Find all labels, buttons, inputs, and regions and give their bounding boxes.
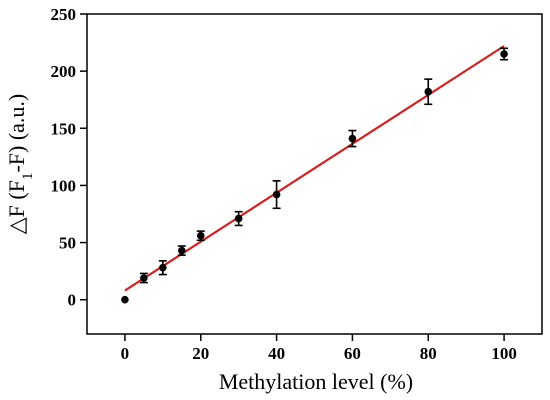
y-axis-title-symbol: △ <box>4 217 29 234</box>
data-point <box>424 87 433 96</box>
x-tick-label: 80 <box>420 344 437 363</box>
x-tick-label: 0 <box>121 344 130 363</box>
y-axis-title-tail: -F) (a.u.) <box>4 94 29 173</box>
data-point <box>234 214 243 223</box>
y-ticks: 0 50 100 150 200 250 <box>51 5 87 310</box>
data-layer <box>121 47 509 304</box>
data-point <box>140 274 148 282</box>
data-point <box>272 190 281 199</box>
data-point <box>196 231 205 240</box>
plot-frame <box>86 13 543 335</box>
data-point <box>348 134 357 143</box>
x-tick-label: 20 <box>192 344 209 363</box>
axes <box>86 13 543 335</box>
x-tick-label: 60 <box>344 344 361 363</box>
y-tick-label: 50 <box>59 234 76 253</box>
y-axis-title-subscript: 1 <box>20 173 36 181</box>
y-tick-label: 200 <box>51 62 77 81</box>
data-point <box>177 246 186 255</box>
data-point <box>159 263 167 272</box>
x-tick-label: 100 <box>491 344 517 363</box>
fit-line-layer <box>124 45 505 292</box>
fit-line <box>124 45 505 292</box>
y-axis-title: △F (F1-F) (a.u.) <box>4 94 36 235</box>
x-ticks: 0 20 40 60 80 100 <box>121 334 517 363</box>
y-axis-title-main: F (F <box>4 180 29 217</box>
y-tick-label: 0 <box>68 291 77 310</box>
y-tick-label: 100 <box>51 176 77 195</box>
y-tick-label: 150 <box>51 119 77 138</box>
data-point <box>500 50 508 58</box>
x-axis-title: Methylation level (%) <box>219 369 413 394</box>
y-tick-label: 250 <box>51 5 77 24</box>
x-tick-label: 40 <box>268 344 285 363</box>
data-point <box>121 295 129 304</box>
